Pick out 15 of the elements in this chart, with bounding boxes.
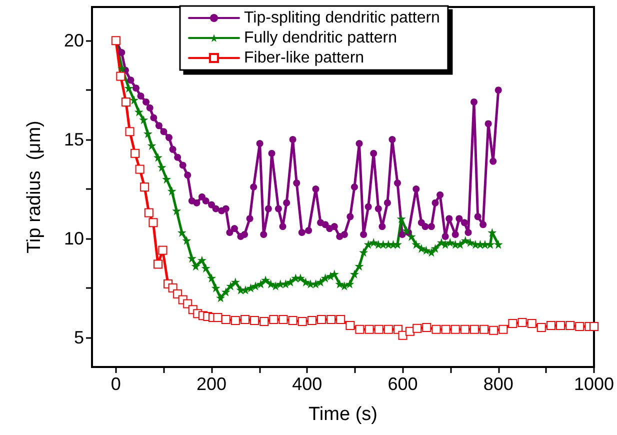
y-axis-title: Tip radius (μm) [24, 120, 45, 254]
x-tick-label: 1000 [574, 374, 614, 394]
x-tick-label: 800 [483, 374, 514, 394]
legend-label: Tip-spliting dendritic pattern [244, 10, 440, 26]
x-tick-label: 0 [110, 374, 121, 394]
x-tick-label: 200 [196, 374, 227, 394]
y-tick-label: 15 [64, 130, 84, 150]
y-tick-label: 5 [74, 327, 84, 348]
x-tick-label: 600 [388, 374, 418, 394]
legend-label: Fiber-like pattern [244, 50, 364, 66]
y-tick-label: 20 [64, 30, 84, 51]
y-tick-label: 10 [64, 228, 84, 248]
x-axis-title: Time (s) [308, 404, 378, 425]
x-tick-label: 400 [292, 374, 322, 394]
legend-label: Fully dendritic pattern [244, 30, 397, 46]
